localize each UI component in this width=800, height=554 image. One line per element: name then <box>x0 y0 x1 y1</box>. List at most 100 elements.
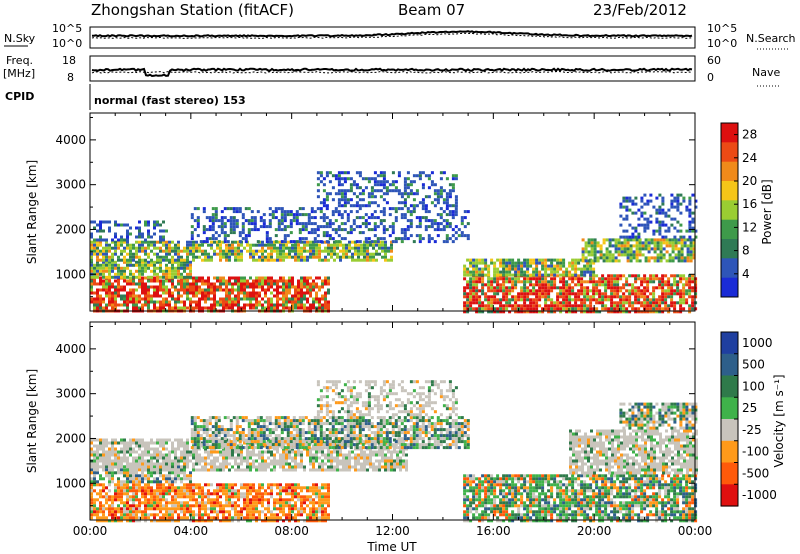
data-cell <box>595 286 599 290</box>
data-cell <box>685 229 689 233</box>
data-cell <box>580 280 584 284</box>
data-cell <box>126 513 129 517</box>
data-cell <box>327 501 330 505</box>
data-cell <box>258 285 261 289</box>
data-cell <box>312 240 315 244</box>
data-cell <box>466 295 470 299</box>
data-cell <box>102 252 105 256</box>
data-cell <box>216 288 219 292</box>
data-cell <box>613 292 617 296</box>
data-cell <box>93 453 96 457</box>
data-cell <box>159 486 162 490</box>
data-cell <box>138 232 141 236</box>
data-cell <box>207 297 210 301</box>
data-cell <box>223 207 227 211</box>
data-cell <box>550 273 554 277</box>
data-cell <box>174 260 177 264</box>
data-cell <box>322 198 326 202</box>
data-cell <box>297 300 300 304</box>
data-cell <box>156 252 159 256</box>
data-cell <box>667 304 671 308</box>
data-cell <box>652 274 656 278</box>
data-cell <box>514 301 518 305</box>
data-cell <box>99 223 102 227</box>
data-cell <box>102 468 105 472</box>
data-cell <box>204 306 207 310</box>
data-cell <box>607 298 611 302</box>
data-cell <box>216 489 219 493</box>
data-cell <box>628 208 632 212</box>
data-cell <box>211 219 215 223</box>
data-cell <box>303 249 306 253</box>
data-cell <box>635 238 639 242</box>
data-cell <box>505 295 509 299</box>
data-cell <box>535 307 539 311</box>
data-cell <box>409 189 413 193</box>
data-cell <box>165 279 168 283</box>
data-cell <box>288 240 291 244</box>
data-cell <box>619 214 623 218</box>
data-cell <box>195 276 198 280</box>
data-cell <box>114 235 117 239</box>
data-cell <box>198 246 201 250</box>
data-cell <box>252 282 255 286</box>
data-cell <box>665 259 669 263</box>
data-cell <box>138 243 141 247</box>
data-cell <box>448 210 452 214</box>
data-cell <box>246 486 249 490</box>
data-cell <box>568 286 572 290</box>
data-cell <box>565 273 569 277</box>
data-cell <box>382 225 386 229</box>
data-cell <box>210 306 213 310</box>
data-cell <box>153 243 156 247</box>
data-cell <box>240 288 243 292</box>
data-cell <box>93 504 96 508</box>
data-cell <box>403 228 407 232</box>
data-cell <box>258 492 261 496</box>
data-cell <box>249 282 252 286</box>
data-cell <box>445 234 449 238</box>
data-cell <box>117 453 120 457</box>
data-cell <box>351 246 354 250</box>
data-cell <box>102 444 105 448</box>
data-cell <box>132 291 135 295</box>
data-cell <box>210 516 213 520</box>
data-cell <box>505 280 509 284</box>
data-cell <box>532 304 536 308</box>
data-cell <box>159 483 162 487</box>
data-cell <box>279 516 282 520</box>
data-cell <box>220 225 224 229</box>
data-cell <box>367 177 371 181</box>
data-cell <box>397 207 401 211</box>
data-cell <box>607 310 611 314</box>
data-cell <box>264 258 267 262</box>
data-cell <box>629 253 633 257</box>
data-cell <box>261 483 264 487</box>
data-cell <box>132 450 135 454</box>
data-cell <box>394 189 398 193</box>
data-cell <box>153 501 156 505</box>
data-cell <box>255 279 258 283</box>
data-cell <box>577 283 581 287</box>
data-cell <box>198 486 201 490</box>
data-cell <box>267 486 270 490</box>
data-cell <box>529 264 533 268</box>
data-cell <box>195 519 198 523</box>
data-cell <box>138 255 141 259</box>
data-cell <box>232 222 236 226</box>
data-cell <box>207 498 210 502</box>
data-cell <box>616 295 620 299</box>
data-cell <box>559 292 563 296</box>
data-cell <box>138 300 141 304</box>
data-cell <box>138 447 141 451</box>
data-cell <box>685 283 689 287</box>
cpid-text: normal (fast stereo) 153 <box>94 94 246 107</box>
data-cell <box>643 217 647 221</box>
data-cell <box>174 492 177 496</box>
data-cell <box>526 261 530 265</box>
data-cell <box>189 492 192 496</box>
data-cell <box>111 282 114 286</box>
data-cell <box>156 220 159 224</box>
data-cell <box>436 195 440 199</box>
data-cell <box>652 205 656 209</box>
